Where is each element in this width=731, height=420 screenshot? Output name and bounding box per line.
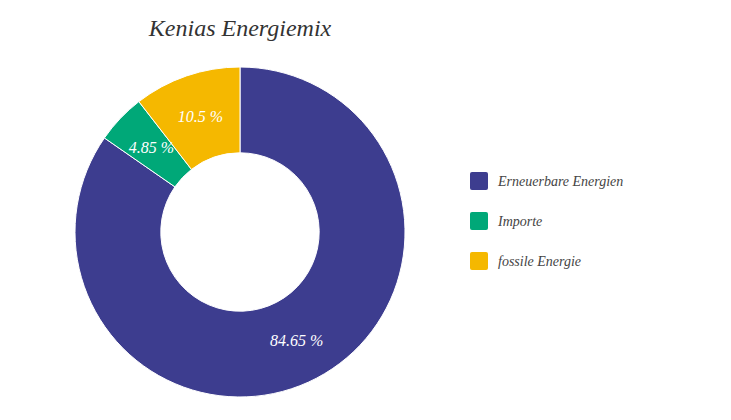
chart-svg: Kenias Energiemix 84.65 % 4.85 %10.5 % Erne… bbox=[0, 0, 731, 420]
legend-label: Erneuerbare Energien bbox=[497, 174, 623, 189]
data-labels: 84.65 % 4.85 %10.5 % bbox=[129, 108, 324, 349]
data-label: 10.5 % bbox=[178, 108, 223, 125]
background bbox=[0, 0, 731, 420]
slice bbox=[75, 67, 405, 397]
data-label: 4.85 % bbox=[129, 139, 174, 156]
title: Kenias Energiemix bbox=[148, 15, 332, 41]
data-label: 84.65 % bbox=[270, 332, 323, 349]
legend-swatch bbox=[470, 252, 488, 270]
legend-swatch bbox=[470, 172, 488, 190]
chart-container: Kenias Energiemix 84.65 % 4.85 %10.5 % Erne… bbox=[0, 0, 731, 420]
slices bbox=[75, 67, 405, 397]
legend-swatch bbox=[470, 212, 488, 230]
legend: Erneuerbare Energien Importe fossile Energ… bbox=[470, 172, 623, 270]
legend-label: Importe bbox=[497, 214, 542, 229]
legend-label: fossile Energie bbox=[498, 254, 581, 269]
